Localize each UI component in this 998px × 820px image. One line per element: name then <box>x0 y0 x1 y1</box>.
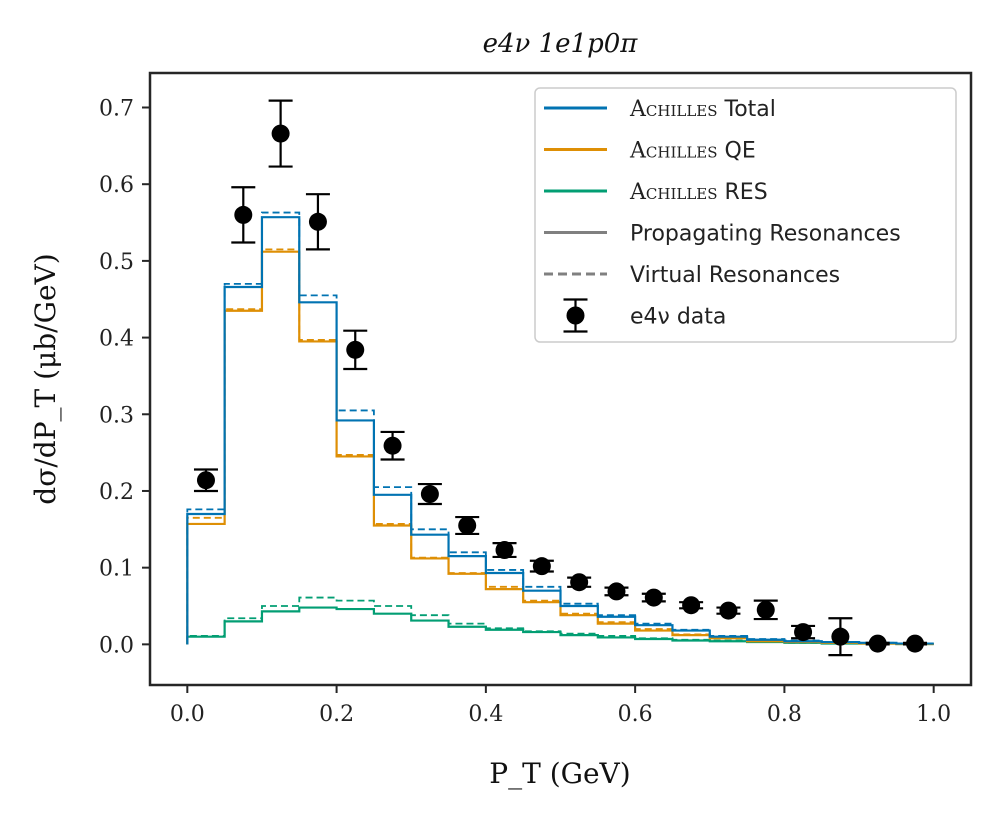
data-point <box>231 186 256 244</box>
legend-label: Achilles Total <box>629 97 776 122</box>
y-axis-label: dσ/dP_T (μb/GeV) <box>29 253 62 504</box>
data-point <box>641 588 666 607</box>
legend-label: Achilles RES <box>629 180 768 205</box>
data-point <box>828 617 853 657</box>
x-tick-label: 0.2 <box>319 702 354 727</box>
data-marker <box>756 600 775 619</box>
legend-label-text: QE <box>718 139 756 164</box>
data-marker <box>234 205 253 224</box>
legend-label-text: Total <box>718 97 776 122</box>
legend-label: Achilles QE <box>629 139 756 164</box>
y-tick-label: 0.5 <box>99 250 134 275</box>
legend-label-text: e4ν data <box>630 305 726 330</box>
legend-label-smallcaps: Achilles <box>629 139 718 164</box>
data-point <box>455 515 480 536</box>
legend-entry: Virtual Resonances <box>544 263 840 288</box>
data-marker <box>719 601 738 620</box>
data-marker <box>308 212 327 231</box>
legend-label-text: Virtual Resonances <box>630 263 840 288</box>
data-marker <box>346 340 365 359</box>
data-point <box>791 623 816 642</box>
data-point <box>529 557 554 576</box>
data-marker <box>682 596 701 615</box>
legend-label-text: Propagating Resonances <box>630 222 901 247</box>
data-point <box>417 482 442 506</box>
data-point <box>380 430 405 461</box>
legend-label: e4ν data <box>630 305 726 330</box>
x-tick-label: 0.8 <box>767 702 802 727</box>
legend-label-smallcaps: Achilles <box>629 97 718 122</box>
data-marker <box>607 582 626 601</box>
data-point <box>679 596 704 615</box>
y-tick-label: 0.3 <box>99 403 134 428</box>
legend-marker <box>566 306 585 325</box>
chart-title: e4ν 1e1p0π <box>483 29 639 59</box>
legend-entry: Achilles RES <box>544 180 768 205</box>
x-tick-label: 0.6 <box>618 702 653 727</box>
axes-frame <box>148 71 973 687</box>
y-tick-label: 0.0 <box>99 633 134 658</box>
data-point <box>343 329 368 371</box>
data-point <box>305 193 330 251</box>
data-point <box>865 634 890 653</box>
x-tick-label: 0.4 <box>468 702 503 727</box>
data-point <box>716 601 741 620</box>
data-point <box>567 573 592 592</box>
legend-label-smallcaps: Achilles <box>629 180 718 205</box>
x-axis-label: P_T (GeV) <box>489 757 630 790</box>
y-tick-label: 0.7 <box>99 97 134 122</box>
legend-entry: Achilles Total <box>544 97 776 122</box>
ticks-layer: 0.0 0.2 0.4 0.6 0.8 1.0 0.0 0.1 0.2 0.3 0.4 0.5 0.6 0… <box>99 97 951 727</box>
y-tick-label: 0.4 <box>99 327 134 352</box>
x-tick-label: 0.0 <box>170 702 205 727</box>
data-marker <box>644 588 663 607</box>
data-marker <box>420 485 439 504</box>
y-tick-label: 0.1 <box>99 557 134 582</box>
data-layer <box>186 99 934 657</box>
data-marker <box>271 124 290 143</box>
data-marker <box>495 541 514 560</box>
legend-entry: e4ν data <box>563 298 726 333</box>
legend-entry: Propagating Resonances <box>544 222 901 247</box>
x-tick-label: 1.0 <box>916 702 951 727</box>
data-marker <box>196 471 215 490</box>
data-point <box>492 541 517 560</box>
data-point <box>268 99 293 168</box>
data-point <box>193 468 218 493</box>
data-point <box>604 582 629 601</box>
data-marker <box>383 436 402 455</box>
data-point <box>753 599 778 621</box>
data-marker <box>868 634 887 653</box>
data-marker <box>532 557 551 576</box>
legend-entry: Achilles QE <box>544 139 756 164</box>
data-marker <box>458 516 477 535</box>
data-point <box>903 634 928 653</box>
legend-label: Propagating Resonances <box>630 222 901 247</box>
data-marker <box>906 634 925 653</box>
legend-label: Virtual Resonances <box>630 263 840 288</box>
y-tick-label: 0.6 <box>99 173 134 198</box>
data-marker <box>570 573 589 592</box>
data-marker <box>831 627 850 646</box>
series-total-dashed <box>186 211 934 645</box>
legend-label-text: RES <box>718 180 768 205</box>
y-tick-label: 0.2 <box>99 480 134 505</box>
data-marker <box>794 623 813 642</box>
legend-frame <box>534 87 957 343</box>
